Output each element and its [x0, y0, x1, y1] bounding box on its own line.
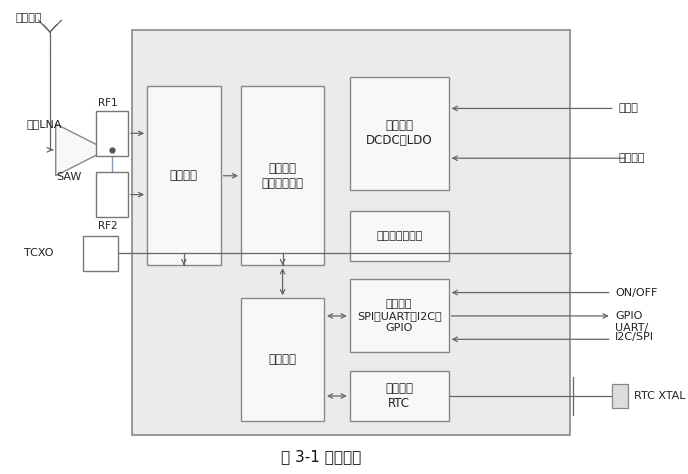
Text: 数字基带: 数字基带 — [268, 353, 297, 366]
Bar — [147, 86, 221, 265]
Text: 主电源: 主电源 — [618, 103, 638, 113]
Bar — [350, 371, 449, 421]
Text: ON/OFF: ON/OFF — [615, 288, 657, 298]
Text: RF2: RF2 — [98, 221, 118, 231]
Text: I2C/SPI: I2C/SPI — [615, 332, 654, 342]
Text: UART/: UART/ — [615, 322, 648, 333]
Text: 外部LNA: 外部LNA — [27, 119, 63, 129]
Text: 图 3-1 芯片框图: 图 3-1 芯片框图 — [281, 449, 361, 465]
Text: RF1: RF1 — [98, 99, 118, 109]
Text: TCXO: TCXO — [24, 248, 53, 258]
Bar — [241, 298, 324, 421]
Bar — [132, 30, 570, 435]
Bar — [350, 211, 449, 261]
Bar — [350, 279, 449, 353]
Text: GPIO: GPIO — [615, 311, 643, 321]
Text: 时钟管理与复位: 时钟管理与复位 — [376, 231, 422, 241]
Text: 外设接口
SPI、UART、I2C、
GPIO: 外设接口 SPI、UART、I2C、 GPIO — [357, 299, 442, 333]
Bar — [96, 172, 128, 217]
Bar — [83, 236, 118, 272]
Bar — [241, 86, 324, 265]
Text: 电源管理
DCDC、LDO: 电源管理 DCDC、LDO — [366, 119, 433, 147]
Text: 北斗多频
信号处理引擎: 北斗多频 信号处理引擎 — [261, 162, 303, 190]
Text: 备份电源: 备份电源 — [618, 153, 645, 163]
Bar — [350, 77, 449, 190]
Text: 射频前端: 射频前端 — [170, 169, 198, 182]
Text: 电池备份
RTC: 电池备份 RTC — [385, 382, 413, 410]
Text: RTC XTAL: RTC XTAL — [634, 391, 685, 401]
Polygon shape — [56, 124, 107, 176]
Bar — [612, 384, 627, 408]
Text: 接收天线: 接收天线 — [15, 13, 42, 23]
Bar — [96, 111, 128, 156]
Text: SAW: SAW — [56, 172, 82, 182]
